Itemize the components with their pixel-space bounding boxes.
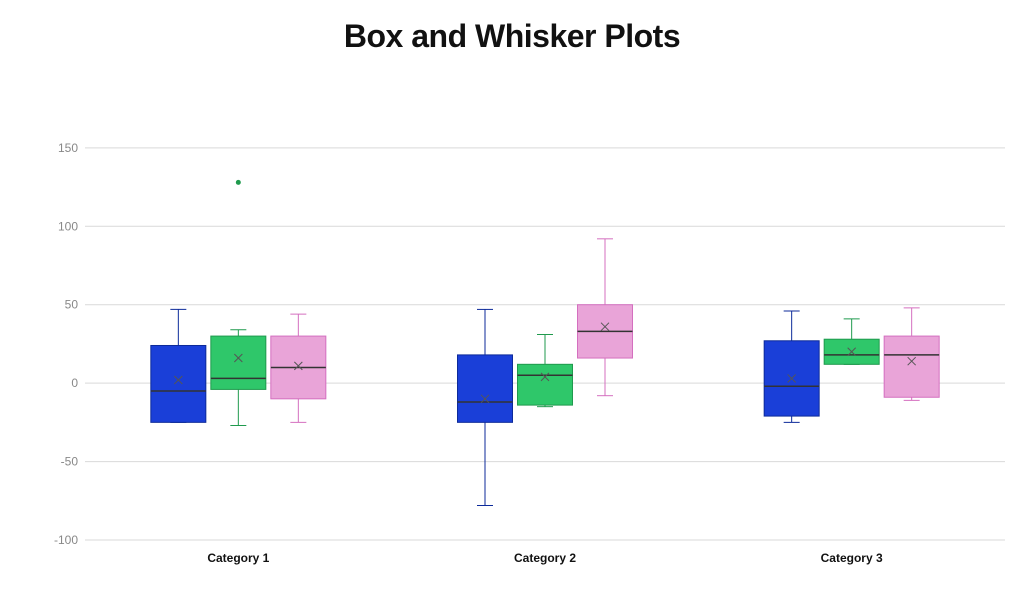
box-3-2 bbox=[824, 319, 879, 364]
box-1-3 bbox=[271, 314, 326, 422]
outlier-point bbox=[236, 180, 241, 185]
y-tick-label: 0 bbox=[71, 376, 78, 390]
box-3-1 bbox=[764, 311, 819, 422]
boxplot-svg: -100 -50 0 50 100 150 Category 1 Category 2 Cate… bbox=[0, 100, 1024, 580]
box-3-3 bbox=[884, 308, 939, 401]
box-1-2 bbox=[211, 180, 266, 426]
box-1-1 bbox=[151, 309, 206, 422]
box-2-2 bbox=[518, 335, 573, 407]
y-tick-label: 50 bbox=[65, 298, 79, 312]
box-2-1 bbox=[458, 309, 513, 505]
chart-title: Box and Whisker Plots bbox=[0, 18, 1024, 55]
y-tick-label: 100 bbox=[58, 219, 78, 233]
category-label: Category 3 bbox=[821, 551, 883, 565]
y-tick-label: -50 bbox=[61, 455, 79, 469]
y-tick-label: -100 bbox=[54, 533, 78, 547]
box-2-3 bbox=[578, 239, 633, 396]
category-label: Category 2 bbox=[514, 551, 576, 565]
category-label: Category 1 bbox=[207, 551, 269, 565]
chart-area: -100 -50 0 50 100 150 Category 1 Category 2 Cate… bbox=[0, 100, 1024, 580]
y-tick-label: 150 bbox=[58, 141, 78, 155]
